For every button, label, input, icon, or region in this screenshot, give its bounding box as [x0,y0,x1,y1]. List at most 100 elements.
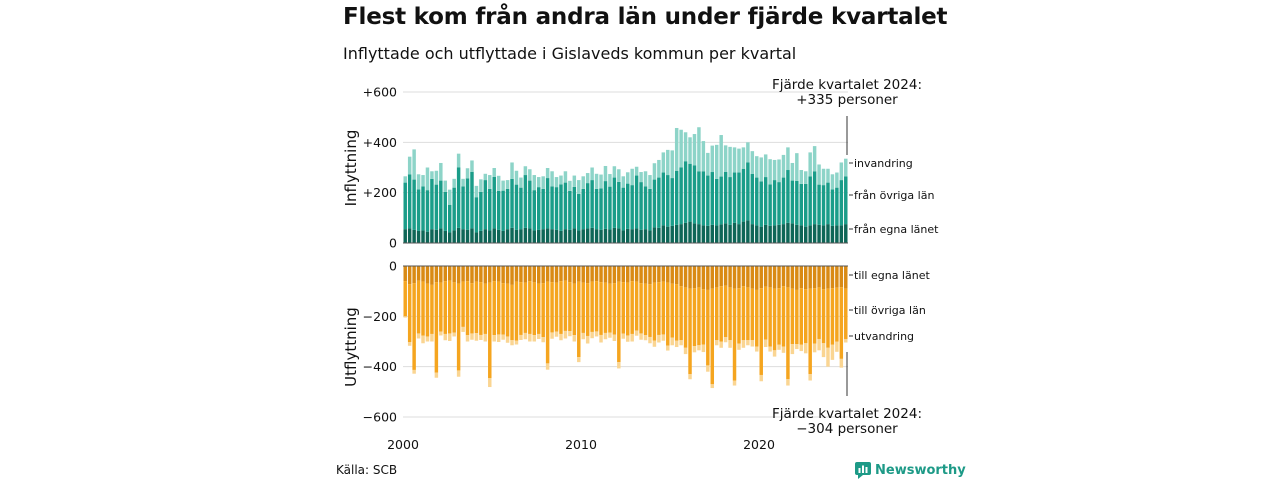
bar-utflyttning-2 [741,286,746,341]
bar-utflyttning-1 [657,266,661,283]
bar-utflyttning-3 [541,337,545,343]
bar-utflyttning-2 [657,282,661,335]
bar-inflyttning-3 [670,150,674,179]
bar-utflyttning-1 [412,266,416,284]
bar-inflyttning-2 [639,182,643,230]
bar-utflyttning-1 [510,266,514,285]
bar-inflyttning-1 [568,229,572,243]
bar-utflyttning-3 [599,334,603,343]
bar-utflyttning-3 [572,335,577,342]
bar-utflyttning-1 [710,266,715,289]
bar-inflyttning-3 [617,169,621,182]
bar-inflyttning-1 [648,230,652,243]
bar-inflyttning-2 [585,183,590,229]
bar-utflyttning-3 [799,344,804,352]
bar-utflyttning-2 [786,287,790,380]
bar-inflyttning-2 [777,182,781,225]
bar-inflyttning-3 [421,175,425,187]
bar-inflyttning-1 [719,224,723,243]
bar-utflyttning-3 [817,338,821,351]
bar-utflyttning-1 [505,266,510,284]
bar-utflyttning-2 [608,283,612,333]
bar-inflyttning-1 [608,229,612,243]
bar-inflyttning-2 [625,183,630,229]
bar-inflyttning-2 [590,180,594,228]
bar-utflyttning-2 [452,282,456,333]
bar-utflyttning-1 [768,266,772,288]
bar-inflyttning-1 [706,225,710,243]
bar-inflyttning-2 [479,191,483,231]
bar-inflyttning-2 [514,184,519,230]
bar-inflyttning-3 [412,149,416,180]
bar-inflyttning-3 [470,160,474,172]
bar-utflyttning-2 [799,288,804,345]
bar-inflyttning-3 [581,176,585,189]
bar-utflyttning-2 [461,281,465,327]
bar-inflyttning-3 [403,176,407,183]
bar-inflyttning-1 [688,221,692,243]
bar-utflyttning-3 [617,362,621,369]
bar-utflyttning-3 [795,344,799,350]
bar-utflyttning-3 [590,331,594,339]
bar-utflyttning-2 [826,288,830,348]
bar-inflyttning-2 [634,175,639,229]
x-tick-label: 2020 [743,437,775,452]
bar-utflyttning-3 [777,344,781,350]
bar-utflyttning-1 [443,266,448,282]
bar-utflyttning-3 [674,340,679,348]
bar-utflyttning-1 [590,266,594,282]
bar-utflyttning-3 [657,334,661,343]
bar-utflyttning-2 [661,281,666,335]
bar-inflyttning-2 [461,186,465,230]
bar-inflyttning-3 [741,147,746,169]
bar-inflyttning-1 [519,229,523,243]
bar-utflyttning-2 [599,282,603,335]
bar-utflyttning-1 [795,266,799,290]
bar-inflyttning-2 [608,186,612,230]
bar-utflyttning-3 [750,340,755,347]
bar-inflyttning-1 [679,224,683,243]
bar-utflyttning-2 [559,281,563,334]
series-label: utvandring [854,330,914,343]
bar-utflyttning-1 [514,266,519,282]
bar-inflyttning-2 [403,182,407,230]
bar-inflyttning-3 [643,171,648,187]
bar-inflyttning-2 [786,170,790,223]
bar-inflyttning-2 [750,173,755,225]
bar-utflyttning-2 [839,287,844,359]
bar-inflyttning-3 [777,159,781,183]
bar-utflyttning-2 [621,282,626,334]
bar-inflyttning-3 [510,162,514,179]
bar-utflyttning-3 [772,350,777,357]
bar-inflyttning-1 [639,229,643,243]
bar-inflyttning-3 [714,144,719,179]
bar-utflyttning-3 [786,379,790,386]
bar-utflyttning-3 [488,378,492,388]
bar-utflyttning-2 [688,288,692,375]
bar-inflyttning-2 [759,181,763,227]
bar-utflyttning-2 [594,281,599,332]
bar-utflyttning-2 [568,282,572,332]
bar-utflyttning-2 [719,286,723,342]
bar-utflyttning-3 [612,334,617,341]
bar-inflyttning-2 [737,172,741,225]
bar-utflyttning-2 [577,281,581,358]
bar-inflyttning-1 [470,228,474,243]
bar-inflyttning-1 [430,229,434,243]
bar-inflyttning-3 [683,132,688,162]
bar-utflyttning-3 [692,346,697,353]
bar-inflyttning-3 [563,171,568,183]
bar-utflyttning-1 [830,266,835,289]
bar-utflyttning-2 [554,282,559,332]
bar-inflyttning-2 [465,178,470,230]
y-tick-label: +200 [363,185,397,200]
bar-inflyttning-2 [510,178,514,228]
bar-utflyttning-3 [701,344,706,353]
bar-utflyttning-1 [790,266,795,289]
bar-inflyttning-3 [505,180,510,189]
bar-inflyttning-2 [612,177,617,228]
bar-utflyttning-2 [536,283,541,334]
series-label: till övriga län [854,304,926,317]
bar-utflyttning-1 [585,266,590,284]
bar-utflyttning-1 [643,266,648,284]
